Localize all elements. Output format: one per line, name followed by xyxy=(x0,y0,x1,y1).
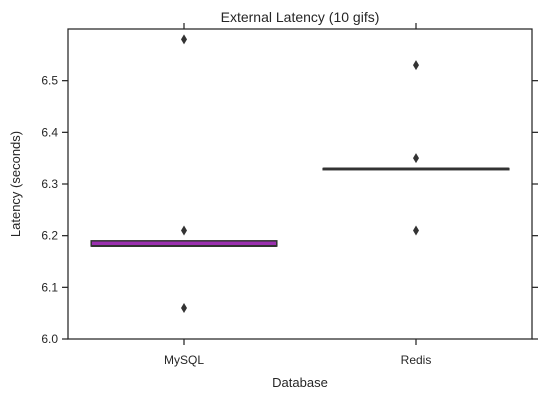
y-tick-label: 6.2 xyxy=(41,229,58,243)
outlier-point xyxy=(413,225,419,236)
y-axis-label: Latency (seconds) xyxy=(8,131,23,237)
y-tick-label: 6.4 xyxy=(41,125,58,139)
outlier-point xyxy=(181,303,187,313)
plot-area xyxy=(90,34,510,313)
outlier-point xyxy=(413,60,419,71)
y-tick-label: 6.3 xyxy=(41,177,58,191)
ticks: 6.0 6.1 6.2 6.3 6.4 6.5 MySQL Redis xyxy=(41,23,538,367)
y-tick-label: 6.0 xyxy=(41,332,58,346)
x-tick-label: MySQL xyxy=(164,353,204,367)
outlier-point xyxy=(181,225,187,236)
chart-title: External Latency (10 gifs) xyxy=(221,9,380,25)
outlier-point xyxy=(413,153,419,164)
x-axis-label: Database xyxy=(272,375,328,390)
outlier-point xyxy=(181,34,187,45)
y-tick-label: 6.5 xyxy=(41,74,58,88)
x-tick-label: Redis xyxy=(401,353,432,367)
y-tick-label: 6.1 xyxy=(41,280,58,294)
